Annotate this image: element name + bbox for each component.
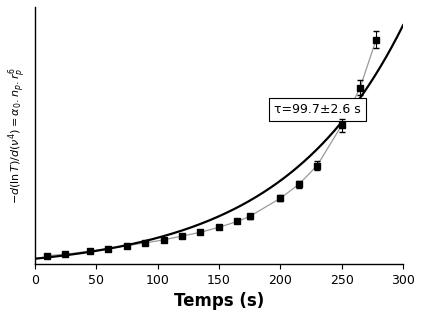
X-axis label: Temps (s): Temps (s) (174, 292, 264, 310)
Text: τ=99.7±2.6 s: τ=99.7±2.6 s (274, 103, 361, 116)
Y-axis label: $-d(\ln T)/d(\nu^4)=\alpha_0.n_p.r_p^6$: $-d(\ln T)/d(\nu^4)=\alpha_0.n_p.r_p^6$ (7, 67, 29, 204)
